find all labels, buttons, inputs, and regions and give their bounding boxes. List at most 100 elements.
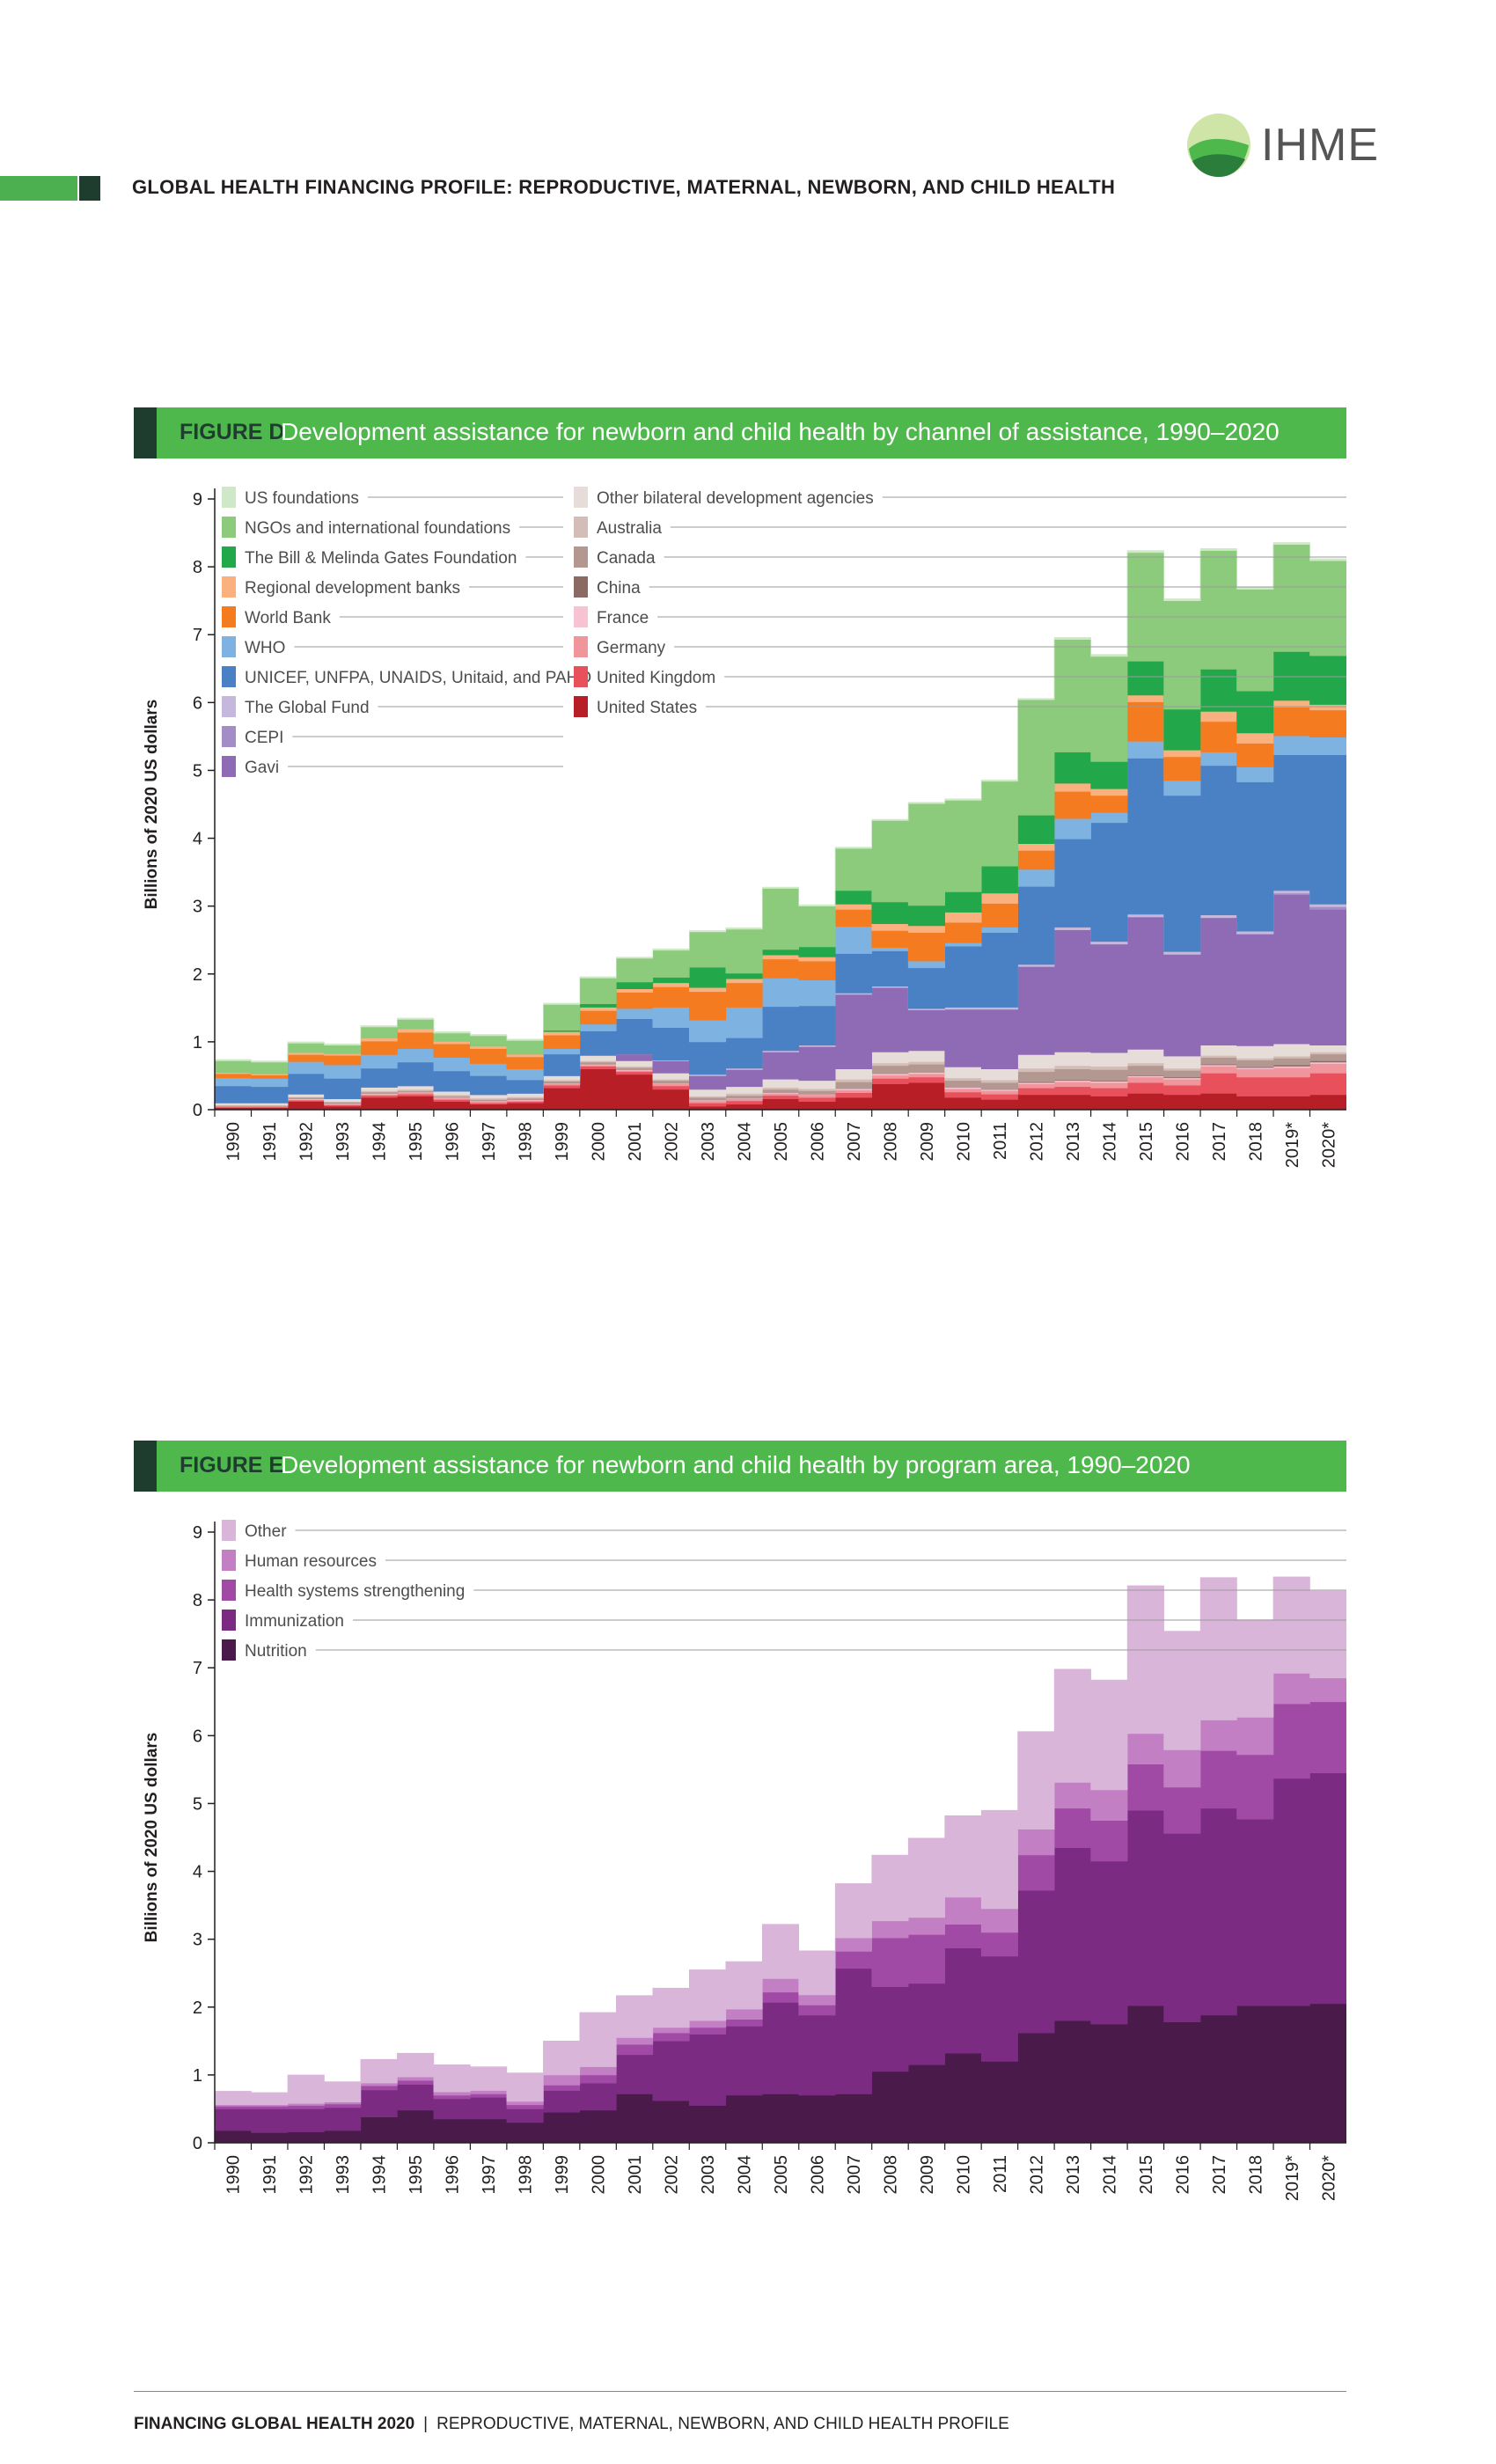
y-tick-label: 0 [193, 2134, 202, 2153]
x-tick-label: 2012 [1027, 2155, 1046, 2195]
y-tick-label: 9 [193, 1523, 202, 1543]
x-tick-label: 2010 [954, 2155, 973, 2195]
y-tick-label: 8 [193, 1591, 202, 1610]
area-series-other [214, 1576, 1346, 2106]
x-tick-label: 2003 [699, 2155, 718, 2195]
x-tick-label: 1996 [444, 1122, 463, 1162]
x-tick-label: 1990 [224, 2155, 244, 2195]
area-series-us-foundations [214, 542, 1346, 1063]
x-tick-label: 2020* [1319, 1122, 1338, 1168]
x-tick-label: 1995 [407, 1122, 426, 1162]
legend-label: The Global Fund [245, 699, 370, 717]
legend-label: Other [245, 1522, 287, 1541]
x-tick-label: 1997 [480, 1122, 499, 1162]
x-tick-label: 2009 [918, 1122, 937, 1162]
legend-swatch [222, 576, 236, 598]
legend-label: United Kingdom [597, 669, 715, 687]
x-tick-label: 2006 [808, 2155, 827, 2195]
x-tick-label: 2012 [1027, 1122, 1046, 1162]
footer: FINANCING GLOBAL HEALTH 2020 | REPRODUCTIV… [134, 2415, 1009, 2434]
legend-swatch [222, 1580, 236, 1601]
figure-d-chart: 0 1 2 3 4 5 6 7 8 9 Billions of 2020 US dollars 199… [143, 487, 1346, 1168]
x-tick-label: 2007 [845, 2155, 864, 2195]
y-tick-label: 0 [193, 1101, 202, 1120]
x-tick-label: 2011 [991, 2155, 1010, 2193]
legend-label: CEPI [245, 729, 283, 747]
legend-label: World Bank [245, 609, 331, 627]
x-tick-label: 2014 [1100, 2155, 1119, 2195]
legend-label: Human resources [245, 1552, 377, 1571]
x-tick-label: 1993 [334, 1122, 353, 1162]
legend-swatch [222, 606, 236, 627]
y-tick-label: 4 [193, 1863, 202, 1882]
x-tick-label: 2002 [663, 2155, 682, 2195]
legend-label: Gavi [245, 759, 279, 777]
legend-swatch [574, 517, 588, 538]
y-tick-label: 2 [193, 965, 202, 985]
x-tick-label: 2009 [918, 2155, 937, 2195]
figure-e-title-bar: FIGURE E Development assistance for newb… [134, 1441, 1346, 1492]
legend-label: Regional development banks [245, 579, 460, 598]
x-tick-label: 2004 [736, 2155, 755, 2195]
legend-swatch [574, 487, 588, 508]
x-tick-label: 2018 [1246, 1122, 1265, 1162]
legend-label: United States [597, 699, 697, 717]
x-tick-label: 1994 [370, 1122, 390, 1162]
y-tick-label: 6 [193, 1727, 202, 1746]
x-tick-label: 2013 [1064, 2155, 1083, 2195]
legend-label: Other bilateral development agencies [597, 489, 874, 508]
figure-e-notch [134, 1441, 157, 1492]
x-tick-label: 2016 [1173, 2155, 1192, 2195]
y-tick-label: 7 [193, 626, 202, 645]
ihme-leaf-icon [1187, 114, 1250, 177]
x-tick-label: 1993 [334, 2155, 353, 2195]
legend-swatch [222, 726, 236, 747]
x-tick-label: 1999 [553, 2155, 572, 2195]
legend-swatch [222, 1610, 236, 1631]
x-tick-label: 2019* [1283, 2155, 1302, 2201]
legend-swatch [222, 517, 236, 538]
figure-d-label: FIGURE D [180, 420, 285, 444]
x-tick-label: 1997 [480, 2155, 499, 2195]
legend-label: US foundations [245, 489, 359, 508]
legend-label: WHO [245, 639, 285, 657]
y-tick-label: 6 [193, 693, 202, 713]
x-tick-label: 1991 [260, 1122, 280, 1162]
x-tick-label: 2014 [1100, 1122, 1119, 1162]
legend-swatch [222, 666, 236, 687]
x-tick-label: 2010 [954, 1122, 973, 1162]
figure-d-notch [134, 407, 157, 458]
x-tick-label: 2005 [772, 2155, 791, 2195]
legend-swatch [222, 1550, 236, 1571]
figure-e-label: FIGURE E [180, 1453, 284, 1478]
x-tick-label: 2020* [1319, 2155, 1338, 2201]
y-tick-label: 2 [193, 1998, 202, 2018]
legend-label: Australia [597, 519, 662, 538]
x-tick-label: 1990 [224, 1122, 244, 1162]
figure-d-title: Development assistance for newborn and c… [281, 418, 1280, 445]
ihme-logo: IHME [1184, 110, 1399, 185]
x-tick-label: 2001 [626, 2155, 645, 2195]
legend-swatch [574, 606, 588, 627]
page-header-title: GLOBAL HEALTH FINANCING PROFILE: REPRODU… [132, 176, 1116, 198]
legend-label: France [597, 609, 649, 627]
x-tick-label: 2008 [881, 1122, 900, 1162]
x-tick-label: 1991 [260, 2155, 280, 2195]
legend-swatch [222, 487, 236, 508]
legend-swatch [222, 1520, 236, 1541]
header-accent-block [79, 176, 100, 201]
x-tick-label: 2018 [1246, 2155, 1265, 2195]
legend-swatch [222, 546, 236, 568]
x-tick-label: 1995 [407, 2155, 426, 2195]
x-tick-label: 2015 [1137, 2155, 1156, 2195]
figure-e-chart: 0 1 2 3 4 5 6 7 8 9 Billions of 2020 US dollars 199… [143, 1520, 1346, 2201]
y-axis-label: Billions of 2020 US dollars [143, 1733, 161, 1943]
x-tick-label: 1998 [517, 2155, 536, 2195]
figure-e-title: Development assistance for newborn and c… [281, 1451, 1191, 1478]
logo-text: IHME [1261, 120, 1379, 171]
legend-label: Canada [597, 549, 656, 568]
x-tick-label: 2017 [1210, 2155, 1229, 2195]
legend-swatch [574, 576, 588, 598]
y-tick-label: 8 [193, 558, 202, 577]
x-tick-label: 2013 [1064, 1122, 1083, 1162]
